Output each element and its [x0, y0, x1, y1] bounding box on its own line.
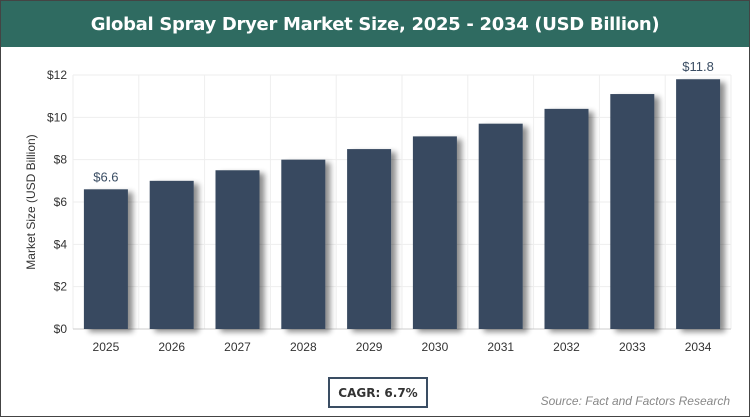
y-tick-label: $2: [54, 280, 68, 294]
y-tick-label: $12: [47, 68, 67, 82]
x-tick-label: 2030: [422, 340, 449, 354]
y-tick-label: $0: [54, 322, 68, 336]
x-tick-label: 2033: [619, 340, 646, 354]
y-tick-label: $4: [54, 237, 68, 251]
bar-2027: [215, 170, 260, 329]
bar-2031: [478, 123, 523, 329]
x-tick-label: 2027: [224, 340, 251, 354]
x-tick-label: 2034: [685, 340, 712, 354]
y-axis-label: Market Size (USD Billion): [24, 134, 38, 269]
x-tick-label: 2028: [290, 340, 317, 354]
data-label: $11.8: [682, 59, 714, 74]
bar-2028: [281, 159, 326, 329]
y-tick-label: $8: [54, 153, 68, 167]
x-tick-label: 2025: [93, 340, 120, 354]
x-tick-label: 2026: [158, 340, 185, 354]
data-label: $6.6: [93, 169, 118, 184]
chart-title: Global Spray Dryer Market Size, 2025 - 2…: [1, 1, 749, 47]
y-tick-label: $10: [47, 110, 67, 124]
bar-2026: [149, 180, 194, 329]
bar-2029: [347, 149, 392, 329]
bar-2032: [544, 108, 589, 329]
x-tick-label: 2029: [356, 340, 383, 354]
y-tick-label: $6: [54, 195, 68, 209]
cagr-badge: CAGR: 6.7%: [328, 377, 428, 408]
x-tick-label: 2032: [553, 340, 580, 354]
source-note: Source: Fact and Factors Research: [540, 394, 730, 408]
bar-2033: [610, 94, 655, 329]
bar-chart: $0 $2 $4 $6 $8 $10 $12 Market Size (USD Billion…: [24, 59, 732, 354]
bar-2030: [412, 136, 457, 329]
bar-2025: [83, 189, 128, 329]
x-tick-label: 2031: [487, 340, 514, 354]
bar-2034: [676, 79, 721, 329]
